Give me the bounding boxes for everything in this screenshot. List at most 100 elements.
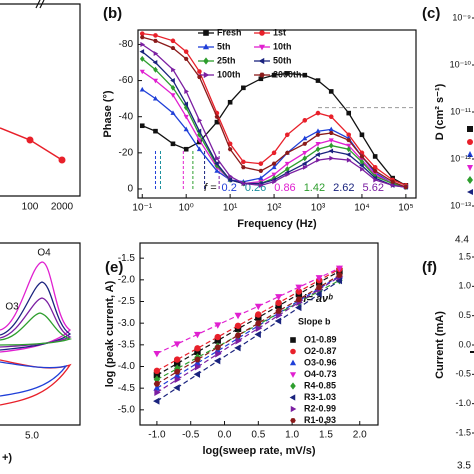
y-tick-label: 0: [127, 184, 133, 195]
data-point: [302, 118, 308, 123]
data-point: [214, 168, 220, 173]
data-point: [258, 168, 264, 173]
data-point: [284, 132, 290, 138]
data-point: [197, 117, 203, 123]
data-point: [328, 126, 334, 132]
data-point: [183, 56, 189, 61]
data-point: [234, 344, 241, 352]
legend-marker: [259, 72, 265, 78]
data-point: [234, 332, 242, 339]
y-tick-label: -0.5: [455, 369, 471, 379]
y-tick-label: -5.0: [118, 404, 136, 415]
data-point: [315, 132, 321, 137]
y-tick-label: -4.5: [118, 383, 136, 394]
data-point: [390, 182, 396, 188]
annotation-value: 0.2: [222, 182, 237, 194]
data-point: [241, 165, 246, 170]
data-point: [275, 299, 282, 306]
data-point: [153, 38, 158, 43]
data-point: [315, 128, 321, 134]
x-tick-label: 10³: [311, 203, 326, 214]
data-point: [152, 95, 159, 101]
data-point: [153, 66, 158, 73]
data-point: [315, 78, 321, 83]
data-point: [184, 88, 189, 94]
data-point: [328, 142, 334, 149]
data-point: [153, 381, 161, 387]
legend-marker: [467, 126, 473, 132]
x-axis-label: log(sweep rate, mV/s): [202, 445, 315, 457]
data-point: [284, 150, 290, 155]
data-point: [197, 131, 202, 138]
data-point: [214, 119, 220, 125]
legend-marker: [290, 348, 296, 355]
data-point: [170, 46, 176, 51]
data-point: [275, 308, 282, 314]
fit-line: [156, 274, 340, 385]
data-point: [193, 370, 201, 378]
data-point: [194, 356, 201, 363]
data-point: [403, 185, 409, 190]
data-point: [153, 50, 159, 57]
legend-label: Fresh: [217, 27, 242, 37]
data-point: [214, 333, 221, 341]
data-point: [315, 146, 321, 153]
legend-label: 10th: [273, 41, 292, 51]
x-tick-label: 10⁻¹: [132, 203, 152, 214]
data-point: [215, 155, 220, 161]
data-point: [183, 114, 189, 120]
data-point: [284, 71, 290, 76]
data-point: [139, 123, 145, 129]
data-point: [170, 84, 176, 91]
data-point: [194, 345, 201, 352]
peak-label: O4: [37, 248, 51, 259]
cv-curve: [0, 359, 72, 406]
legend-marker: [203, 71, 210, 79]
data-point: [345, 152, 351, 158]
data-point: [139, 55, 145, 62]
data-point: [271, 161, 277, 166]
data-point: [235, 337, 242, 345]
x-tick-label: 2000: [51, 202, 74, 213]
x-tick-label: -0.5: [182, 430, 200, 441]
data-point: [194, 348, 201, 355]
y-axis-label: log (peak current, A): [104, 280, 116, 387]
panel-a-fragment: [0, 0, 81, 197]
data-point: [140, 41, 146, 47]
data-point: [316, 157, 321, 163]
data-point: [346, 132, 352, 138]
data-point: [196, 146, 202, 152]
y-tick-label: -60: [119, 75, 134, 86]
y-tick-label: -40: [119, 111, 134, 122]
data-point: [170, 93, 176, 98]
data-point: [255, 311, 262, 318]
legend-label: 2000th: [273, 69, 302, 79]
legend-label: R1-0.93: [304, 415, 336, 425]
data-point: [196, 138, 202, 143]
legend-marker: [467, 151, 473, 157]
x-tick-label: 2.0: [353, 430, 367, 441]
panel-label: (c): [422, 5, 440, 22]
data-point: [271, 172, 277, 178]
data-point: [372, 154, 378, 159]
data-point: [328, 138, 334, 143]
fit-line: [156, 270, 340, 376]
data-point: [271, 150, 277, 156]
y-tick-label: -3.5: [118, 339, 136, 350]
legend-label: 5th: [217, 41, 231, 51]
data-point: [183, 101, 189, 107]
y-tick-label: 10⁻¹¹: [450, 106, 471, 116]
legend-marker: [258, 57, 265, 65]
data-point: [284, 166, 290, 173]
data-point: [285, 171, 291, 178]
data-point: [215, 350, 222, 358]
data-point: [275, 294, 283, 301]
data-point: [152, 78, 159, 84]
data-point: [170, 110, 176, 115]
y-tick-label: -1.0: [455, 398, 471, 408]
y-tick-label: 1.5: [458, 251, 471, 261]
data-point: [255, 320, 262, 326]
data-point: [241, 159, 246, 165]
